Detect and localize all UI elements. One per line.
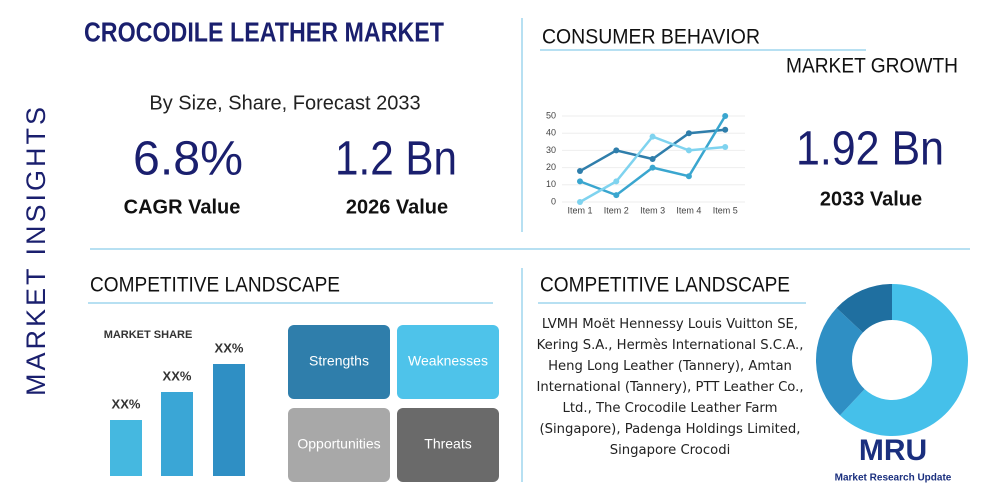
swot-label: Opportunities [297,436,380,452]
y-tick-label: 40 [546,128,556,138]
x-tick-label: Item 4 [676,205,701,215]
swot-label: Strengths [309,353,369,369]
logo: MRU Market Research Update [835,434,952,484]
subtitle: By Size, Share, Forecast 2033 [149,92,420,114]
data-point [649,133,656,140]
chart-title: MARKET SHARE [104,329,193,341]
data-point [613,147,620,154]
data-point [613,178,620,185]
section-title: MARKET GROWTH [786,55,958,78]
logo-name: Market Research Update [835,473,952,484]
data-point [722,126,729,133]
value-label: XX% [215,340,244,355]
bar [110,420,142,476]
section-title: COMPETITIVE LANDSCAPE [540,274,790,297]
section-title: COMPETITIVE LANDSCAPE [90,274,340,297]
company-list: LVMH Moët Hennessy Louis Vuitton SE, Ker… [536,317,804,458]
data-point [722,113,729,119]
value-label: XX% [163,368,192,383]
bar [213,364,245,476]
x-tick-label: Item 5 [713,205,738,215]
stat-value: 1.2 Bn [335,133,457,186]
logo-mark: MRU [859,434,927,467]
swot-box [397,408,499,482]
swot-box [288,408,390,482]
series-line [579,115,727,197]
stat-value: 6.8% [133,133,243,186]
pie-slice [839,284,968,436]
pie-slice [815,307,865,416]
bar [161,392,193,476]
section-title: CONSUMER BEHAVIOR [542,26,760,49]
y-tick-label: 0 [551,196,556,206]
swot-box [397,325,499,399]
stat-value: 1.92 Bn [796,123,944,176]
swot-label: Threats [424,436,471,452]
stat-label: 2026 Value [346,196,448,218]
y-tick-label: 20 [546,162,556,172]
y-tick-label: 50 [546,110,556,120]
swot-label: Weaknesses [408,353,488,369]
sidebar-label: MARKET INSIGHTS [21,104,51,396]
swot-box [288,325,390,399]
data-point [577,199,583,205]
data-point [577,178,583,185]
data-point [685,147,692,154]
x-tick-label: Item 1 [567,205,592,215]
value-label: XX% [112,396,141,411]
data-point [685,130,692,137]
x-tick-label: Item 2 [604,205,629,215]
x-tick-label: Item 3 [640,205,665,215]
data-point [577,168,583,175]
data-point [722,143,729,150]
y-tick-label: 10 [546,179,556,189]
data-point [649,156,656,162]
pie-slice [836,284,892,333]
data-point [613,192,620,199]
stat-label: 2033 Value [820,188,922,210]
title: CROCODILE LEATHER MARKET [84,16,444,47]
y-tick-label: 30 [546,145,556,155]
stat-label: CAGR Value [124,196,241,218]
data-point [649,164,656,171]
data-point [685,173,692,180]
